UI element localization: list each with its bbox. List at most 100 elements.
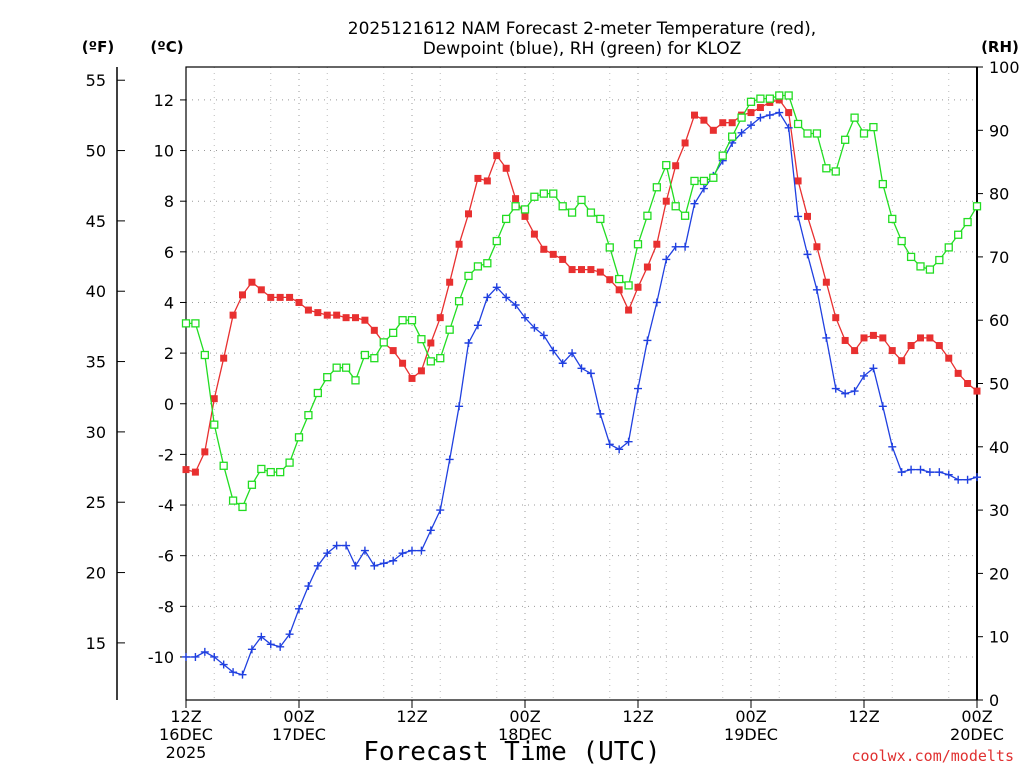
rh-point: [407, 316, 417, 325]
celsius-tick-label: 6: [164, 243, 174, 262]
temperature-point: [559, 255, 567, 263]
rh-point: [812, 129, 822, 138]
temperature-point: [361, 316, 369, 324]
celsius-tick-label: -6: [158, 547, 174, 566]
dewpoint-point: [747, 121, 755, 130]
temperature-point: [719, 119, 727, 127]
dewpoint-point: [530, 323, 539, 332]
dewpoint-point: [652, 298, 661, 307]
rh-tick-label: 30: [989, 501, 1009, 520]
temperature-point: [691, 111, 698, 119]
rh-point: [445, 325, 454, 334]
temperature-point: [804, 212, 811, 220]
dewpoint-point: [605, 440, 614, 449]
dewpoint-point: [973, 473, 981, 482]
dewpoint-point: [342, 541, 351, 550]
dewpoint-point: [417, 546, 426, 555]
temperature-point: [549, 250, 557, 258]
temperature-point: [257, 286, 265, 294]
celsius-unit-label: (ºC): [150, 38, 183, 56]
temperature-point: [700, 116, 708, 124]
fahrenheit-unit-label: (ºF): [82, 38, 114, 56]
dewpoint-point: [492, 283, 501, 292]
dewpoint-point: [182, 652, 190, 661]
celsius-tick-label: 2: [164, 344, 174, 363]
rh-point: [586, 208, 596, 217]
rh-point: [558, 202, 567, 211]
dewpoint-point: [191, 652, 200, 661]
dewpoint-point: [765, 111, 774, 120]
dewpoint-point: [944, 470, 953, 479]
rh-point: [238, 502, 247, 512]
celsius-tick-label: 8: [164, 192, 174, 211]
dewpoint-point: [662, 255, 671, 264]
dewpoint-point: [869, 364, 878, 373]
rh-point: [266, 467, 275, 477]
rh-tick-label: 80: [989, 185, 1009, 204]
x-tick-label: 00Z: [961, 707, 992, 726]
temperature-point: [540, 245, 548, 253]
rh-unit-label: (RH): [981, 38, 1019, 56]
temperature-point: [210, 395, 218, 403]
temperature-point: [182, 466, 190, 474]
tick-labels: -10-8-6-4-202468101215202530354045505501…: [86, 58, 1020, 762]
dewpoint-point: [323, 549, 332, 558]
temperature-point: [681, 139, 689, 147]
temperature-point: [323, 311, 331, 319]
dewpoint-point: [398, 549, 407, 558]
rh-tick-label: 60: [989, 311, 1009, 330]
dewpoint-point: [276, 642, 285, 651]
temperature-point: [615, 286, 623, 294]
x-tick-label: 18DEC: [498, 725, 552, 744]
rh-point: [775, 91, 784, 100]
rh-point: [473, 262, 483, 271]
temperature-point: [879, 334, 887, 342]
temperature-point: [286, 293, 294, 301]
fahrenheit-tick-label: 45: [86, 212, 106, 231]
rh-point: [680, 211, 690, 220]
dewpoint-point: [756, 113, 765, 122]
temperature-point: [568, 266, 576, 274]
x-tick-label: 12Z: [622, 707, 653, 726]
rh-point: [332, 363, 341, 372]
temperature-point: [851, 347, 859, 355]
dewpoint-point: [285, 630, 294, 639]
dewpoint-point: [511, 301, 520, 310]
rh-point: [313, 388, 322, 398]
temperature-point: [709, 126, 717, 134]
rh-point: [822, 164, 831, 173]
x-tick-label: 12Z: [170, 707, 201, 726]
rh-point: [831, 167, 840, 176]
dewpoint-point: [860, 371, 868, 380]
dewpoint-point: [737, 128, 746, 137]
temperature-point: [964, 380, 972, 387]
rh-point: [520, 205, 530, 214]
temperature-point: [634, 283, 642, 291]
dewpoint-point: [219, 660, 228, 669]
dewpoint-point: [643, 336, 652, 345]
temperature-point: [483, 177, 491, 185]
rh-point: [398, 316, 407, 325]
x-tick-label: 17DEC: [272, 725, 326, 744]
rh-tick-label: 20: [989, 564, 1009, 583]
dewpoint-point: [775, 108, 784, 117]
temperature-point: [248, 278, 256, 286]
temperature-point: [643, 263, 651, 271]
temperature-point: [333, 311, 341, 319]
dewpoint-point: [925, 468, 934, 477]
temperature-point: [267, 293, 275, 301]
rh-tick-label: 100: [989, 58, 1020, 77]
dewpoint-point: [257, 632, 266, 641]
temperature-point: [474, 174, 482, 182]
rh-point: [210, 420, 219, 429]
temperature-point: [596, 268, 604, 276]
fahrenheit-tick-label: 25: [86, 493, 106, 512]
rh-point: [765, 94, 774, 103]
temperature-point: [502, 164, 510, 172]
temperature-point: [229, 311, 237, 319]
rh-point: [615, 274, 624, 284]
rh-point: [200, 350, 209, 360]
dewpoint-point: [351, 561, 360, 570]
temperature-point: [342, 314, 350, 322]
